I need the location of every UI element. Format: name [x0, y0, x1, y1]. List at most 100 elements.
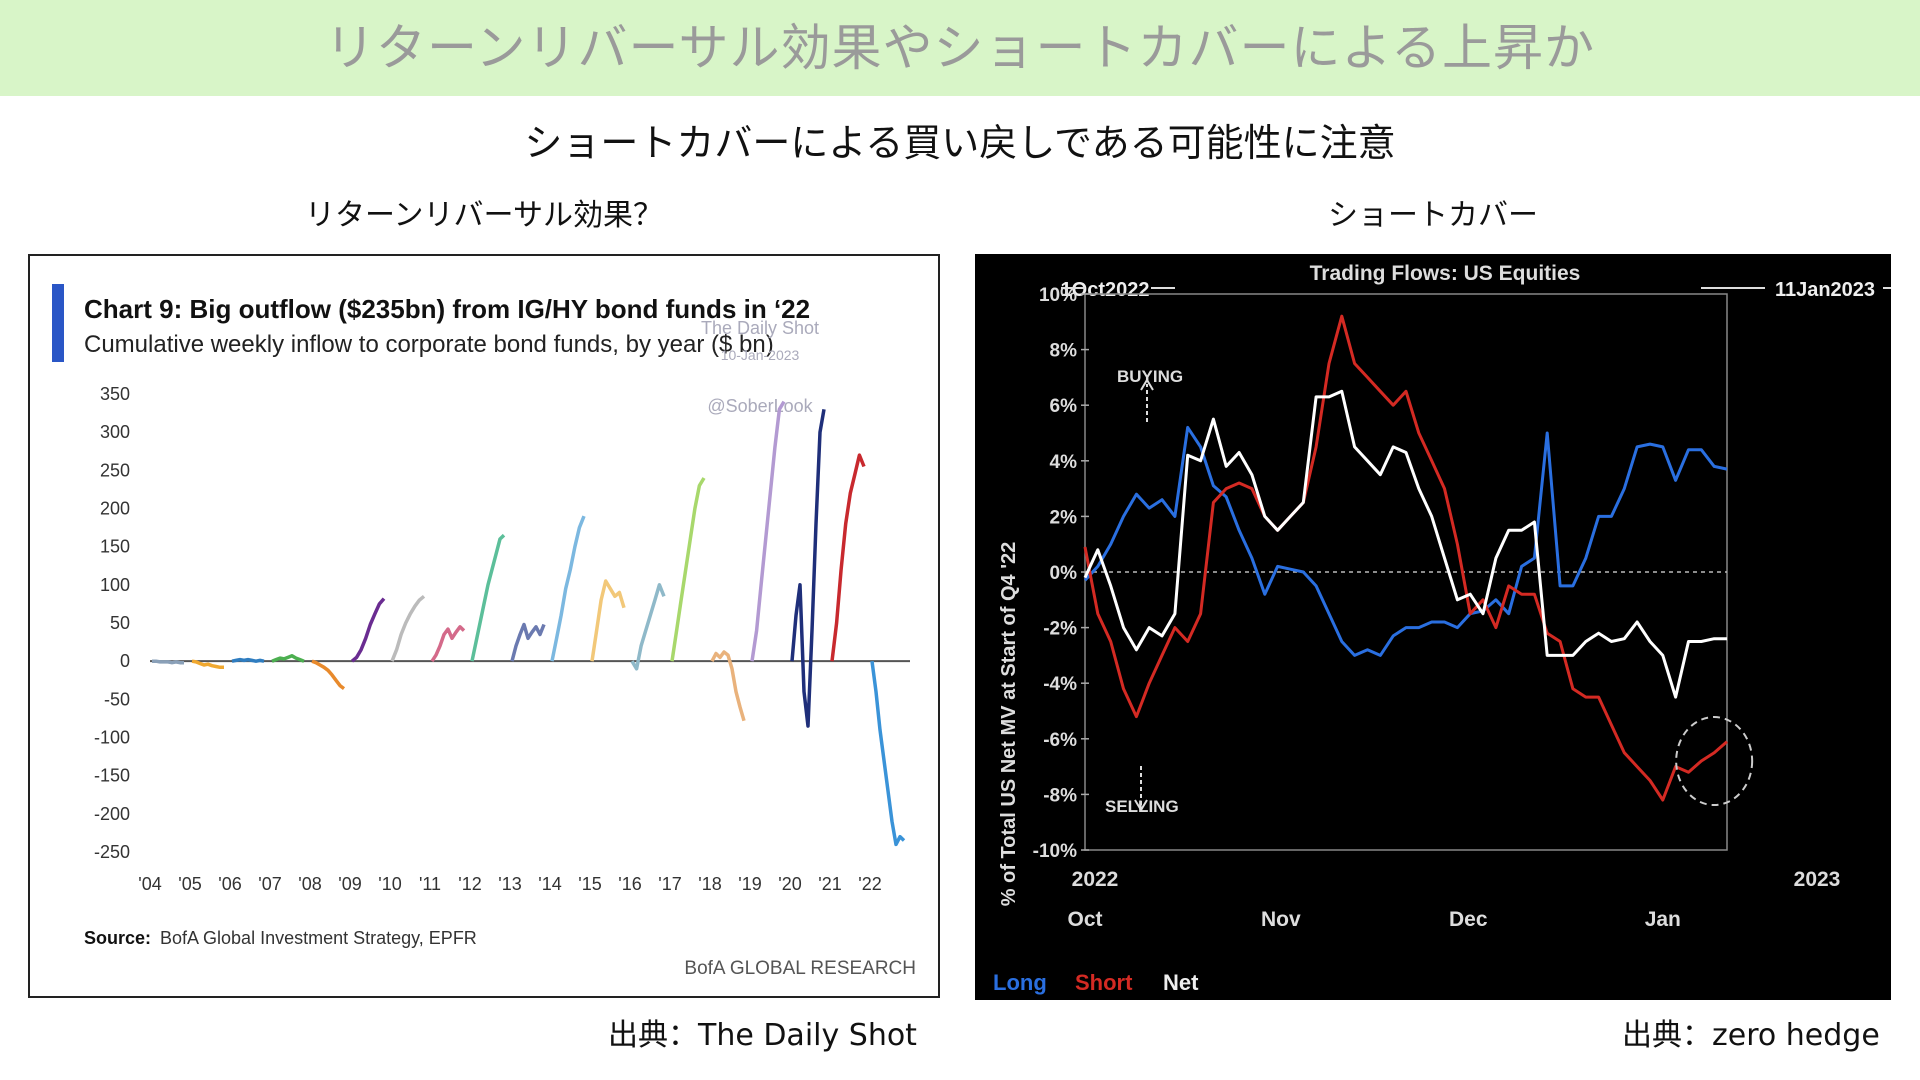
series-line-4	[311, 659, 346, 691]
right-section-label: ショートカバー	[1328, 198, 1538, 233]
y-tick-label: 300	[100, 422, 130, 442]
page-title: リターンリバーサル効果やショートカバーによる上昇か	[325, 19, 1595, 77]
y-tick-label: 200	[100, 499, 130, 519]
highlight-circle	[1675, 716, 1754, 807]
x-tick-label: '04	[138, 874, 161, 894]
buying-annotation: BUYING	[1117, 367, 1183, 386]
x-tick-label: '14	[538, 874, 561, 894]
x-tick-label: '22	[858, 874, 881, 894]
y-tick-label: -150	[94, 766, 130, 786]
x-tick-label: '06	[218, 874, 241, 894]
series-line-2	[231, 657, 265, 663]
x-tick-label: '09	[338, 874, 361, 894]
series-line-short	[1083, 314, 1728, 802]
series-line-15	[750, 400, 786, 662]
y-tick-label: 6%	[1050, 396, 1078, 417]
y-tick-label: 50	[110, 613, 130, 633]
year-left: 2022	[1072, 868, 1119, 891]
x-axis: '04 '05 '06 '07 '08 '09 '10 '11 '12 '13 '14 '15 '16 '…	[138, 874, 881, 894]
title-banner	[0, 0, 1920, 96]
series-line-18	[870, 660, 906, 847]
watermark-line-3: @SoberLook	[707, 396, 813, 416]
y-tick-label: 4%	[1050, 452, 1078, 473]
bond-fund-chart-svg: Chart 9: Big outflow ($235bn) from IG/HY…	[52, 284, 916, 979]
source-text: BofA Global Investment Strategy, EPFR	[160, 928, 477, 948]
trading-flows-chart: Trading Flows: US Equities 1Oct2022 11Ja…	[975, 254, 1891, 1000]
series-line-9	[510, 622, 546, 662]
series-line-1	[191, 659, 224, 670]
y-tick-label: -8%	[1043, 785, 1077, 806]
y-tick-label: -6%	[1043, 730, 1077, 751]
y-tick-label: 350	[100, 384, 130, 404]
series-line-6	[390, 594, 426, 662]
chart-accent-bar	[52, 284, 64, 362]
series-line-12	[630, 583, 666, 671]
start-marker: 1Oct2022	[1061, 279, 1150, 301]
right-credit: 出典：zero hedge	[1622, 1018, 1880, 1053]
x-tick-label: '13	[498, 874, 521, 894]
series-line-11	[590, 579, 626, 662]
x-tick-label: '17	[658, 874, 681, 894]
x-tick-label: '21	[818, 874, 841, 894]
trading-flows-chart-svg: Trading Flows: US Equities 1Oct2022 11Ja…	[993, 262, 1891, 995]
selling-annotation: SELLING	[1105, 797, 1179, 816]
x-tick-label: '15	[578, 874, 601, 894]
x-tick-label: '12	[458, 874, 481, 894]
buying-arrowhead	[1140, 378, 1154, 391]
brand-label: BofA GLOBAL RESEARCH	[684, 958, 916, 979]
x-tick-label: '20	[778, 874, 801, 894]
y-tick-label: 8%	[1050, 341, 1078, 362]
x-tick-label: Dec	[1449, 908, 1488, 931]
series-line-7	[430, 625, 466, 663]
x-tick-label: Nov	[1261, 908, 1301, 931]
end-marker: 11Jan2023	[1775, 279, 1875, 301]
left-section-label: リターンリバーサル効果？	[305, 198, 663, 233]
chart-title: Trading Flows: US Equities	[1310, 262, 1581, 285]
series-line-17	[830, 453, 866, 662]
chart-title: Chart 9: Big outflow ($235bn) from IG/HY…	[84, 294, 810, 324]
year-right: 2023	[1794, 868, 1841, 891]
series-line-10	[550, 515, 586, 662]
x-tick-label: '16	[618, 874, 641, 894]
series-lines	[152, 400, 906, 847]
x-tick-label: '18	[698, 874, 721, 894]
y-tick-label: -250	[94, 842, 130, 862]
series-line-14	[710, 650, 746, 722]
legend-short: Short	[1075, 970, 1133, 995]
x-tick-label: '07	[258, 874, 281, 894]
y-tick-label: 0	[120, 651, 130, 671]
y-tick-label: -4%	[1043, 674, 1077, 695]
legend-long: Long	[993, 970, 1047, 995]
series-line-13	[670, 477, 706, 662]
left-credit: 出典：The Daily Shot	[608, 1018, 917, 1053]
x-tick-label: Oct	[1067, 908, 1102, 931]
x-tick-label: Jan	[1645, 908, 1681, 931]
x-tick-label: '05	[178, 874, 201, 894]
series-line-3	[271, 654, 305, 663]
y-tick-label: -10%	[1033, 841, 1077, 862]
legend-net: Net	[1163, 970, 1199, 995]
y-tick-label: -100	[94, 728, 130, 748]
y-tick-label: 2%	[1050, 507, 1078, 528]
x-tick-label: '11	[419, 874, 441, 894]
series-line-16	[790, 408, 826, 728]
y-tick-label: 250	[100, 460, 130, 480]
series-line-net	[1083, 389, 1727, 699]
y-tick-label: 150	[100, 537, 130, 557]
series-line-5	[350, 597, 386, 663]
chart-subtitle: Cumulative weekly inflow to corporate bo…	[84, 331, 774, 358]
watermark-line-2: 10-Jan-2023	[721, 347, 800, 363]
x-tick-label: '10	[378, 874, 401, 894]
x-tick-label: '19	[738, 874, 761, 894]
series-line-0	[152, 659, 184, 665]
y-tick-label: -50	[104, 689, 130, 709]
y-tick-label: 0%	[1050, 563, 1078, 584]
selling-arrowhead	[1134, 799, 1148, 812]
x-tick-label: '08	[298, 874, 321, 894]
series-line-8	[470, 533, 506, 662]
y-tick-label: -2%	[1043, 619, 1077, 640]
y-tick-label: 100	[100, 575, 130, 595]
y-tick-label: -200	[94, 804, 130, 824]
series-line-long	[1083, 425, 1728, 657]
plot-area: 10% 8% 6% 4% 2% 0% -2% -4% -6% -8% -10% Oct Nov Dec Ja…	[1033, 285, 1891, 931]
